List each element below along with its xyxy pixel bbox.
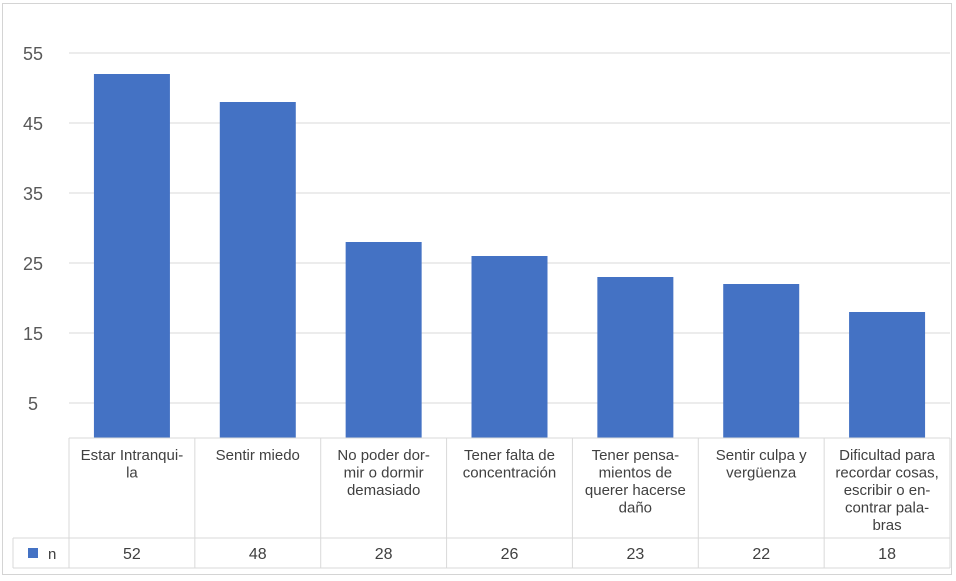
category-label-line: Sentir culpa y	[716, 447, 807, 464]
category-label-line: vergüenza	[726, 465, 797, 482]
y-tick-label: 15	[23, 324, 43, 344]
category-label-line: concentración	[463, 465, 556, 482]
category-label-line: mientos de	[599, 465, 672, 482]
category-label-line: escribir o en-	[844, 482, 931, 499]
category-label-line: recordar cosas,	[835, 465, 938, 482]
category-label: Dificultad para recordar cosas, escribir o…	[835, 447, 938, 534]
data-label: 26	[501, 546, 519, 563]
bar	[597, 277, 674, 438]
data-label: 23	[626, 546, 644, 563]
bar	[723, 284, 800, 438]
category-label: Sentir culpa y vergüenza	[716, 447, 807, 482]
category-label-line: bras	[872, 517, 901, 534]
y-tick-label: 35	[23, 184, 43, 204]
category-label-line: contrar pala-	[845, 500, 929, 517]
category-label: No poder dor-mir o dormir demasiado	[337, 447, 430, 499]
legend-series-name: n	[48, 546, 56, 563]
bar	[471, 256, 548, 438]
y-tick-label: 5	[28, 394, 38, 414]
category-label-line: Tener falta de	[464, 447, 555, 464]
y-tick-label: 55	[23, 44, 43, 64]
category-label-line: Dificultad para	[839, 447, 936, 464]
chart-frame: 5 15 25 35 45 55 Estar Intranqui-la Sentir mie…	[2, 3, 952, 575]
data-label: 22	[752, 546, 770, 563]
y-tick-label: 45	[23, 114, 43, 134]
category-label-line: querer hacerse	[585, 482, 686, 499]
data-label: 18	[878, 546, 896, 563]
category-label-line: la	[126, 465, 138, 482]
category-label-line: No poder dor-	[337, 447, 430, 464]
bar	[219, 102, 296, 438]
data-label: 28	[375, 546, 393, 563]
y-tick-label: 25	[23, 254, 43, 274]
data-label: 48	[249, 546, 267, 563]
category-label: Sentir miedo	[216, 447, 300, 464]
category-label-line: demasiado	[347, 482, 420, 499]
bar	[93, 74, 170, 438]
category-label-line: mir o dormir	[344, 465, 424, 482]
category-label-line: daño	[619, 500, 652, 517]
category-label-line: Estar Intranqui-	[81, 447, 184, 464]
category-label: Tener falta de concentración	[463, 447, 556, 482]
legend-key	[28, 548, 38, 558]
bar-chart: 5 15 25 35 45 55 Estar Intranqui-la Sentir mie…	[12, 44, 951, 569]
category-label: Estar Intranqui-la	[81, 447, 184, 482]
y-axis-tick-labels: 5 15 25 35 45 55	[23, 44, 43, 414]
data-table: Estar Intranqui-la Sentir miedo No poder d…	[12, 437, 951, 569]
bar	[345, 242, 422, 438]
category-label-line: Tener pensa-	[592, 447, 680, 464]
category-label: Tener pensa-mientos de querer hacerse daño	[585, 447, 686, 517]
bars	[93, 74, 926, 438]
category-label-line: Sentir miedo	[216, 447, 300, 464]
bar	[849, 312, 926, 438]
data-label: 52	[123, 546, 141, 563]
